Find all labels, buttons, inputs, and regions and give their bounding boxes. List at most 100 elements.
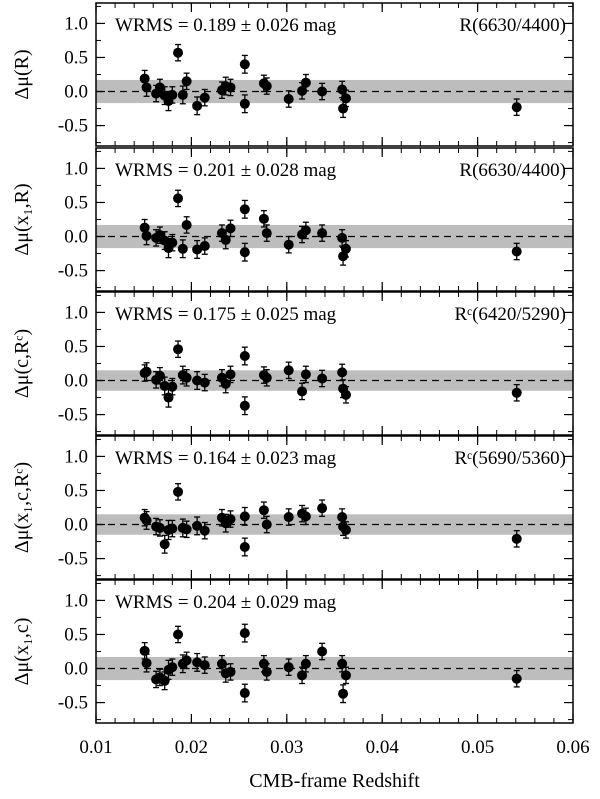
y-tick-label: 0.0 (64, 515, 88, 536)
data-point (300, 658, 311, 669)
data-point (261, 228, 272, 239)
data-point (317, 86, 328, 97)
y-tick-label: 0.0 (64, 227, 88, 248)
y-tick-label: 0.0 (64, 82, 88, 103)
data-point (258, 213, 269, 224)
data-point (337, 512, 348, 523)
data-point (239, 59, 250, 70)
data-point (173, 344, 184, 355)
data-point (167, 662, 178, 673)
y-tick-label: 1.0 (64, 13, 88, 34)
data-point (300, 225, 311, 236)
scatter-band (96, 224, 573, 249)
data-point (258, 505, 269, 516)
data-point (317, 646, 328, 657)
data-point (159, 539, 170, 550)
data-point (192, 375, 203, 386)
data-point (239, 351, 250, 362)
wrms-annotation: WRMS = 0.189 ± 0.026 mag (115, 15, 337, 36)
data-point (225, 82, 236, 93)
x-tick-label: 0.05 (461, 737, 494, 758)
data-point (141, 658, 152, 669)
model-tag: R(6630/4400) (459, 15, 566, 36)
data-point (173, 629, 184, 640)
y-tick-label: -0.5 (58, 693, 88, 714)
data-point (192, 100, 203, 111)
data-point (239, 400, 250, 411)
data-point (511, 246, 522, 257)
data-point (337, 367, 348, 378)
panel-4: -0.5 0.0 0.5 1.0 WRMS = 0.164 ± 0.023 mag Rᶜ(… (11, 435, 574, 580)
data-point (192, 657, 203, 668)
x-tick-label: 0.02 (175, 737, 208, 758)
y-tick-label: -0.5 (58, 116, 88, 137)
data-point (141, 230, 152, 241)
scatter-band (96, 79, 573, 104)
panel-frame (95, 147, 574, 292)
data-point (141, 366, 152, 377)
data-point (181, 372, 192, 383)
data-point (338, 688, 349, 699)
y-axis-label: Δμ(x₁,c) (11, 618, 33, 686)
data-point (199, 377, 210, 388)
data-point (239, 628, 250, 639)
data-point (340, 670, 351, 681)
y-tick-label: -0.5 (58, 549, 88, 570)
data-point (297, 670, 308, 681)
data-point (511, 387, 522, 398)
data-point (340, 93, 351, 104)
data-point (317, 373, 328, 384)
data-point (261, 519, 272, 530)
data-point (154, 522, 165, 533)
scatter-band (96, 656, 573, 681)
data-point (239, 98, 250, 109)
data-point (154, 82, 165, 93)
y-tick-label: 1.0 (64, 302, 88, 323)
panel-2: -0.5 0.0 0.5 1.0 WRMS = 0.201 ± 0.028 mag R(6… (11, 147, 574, 292)
x-tick-label: 0.06 (556, 737, 589, 758)
data-point (173, 47, 184, 58)
data-point (139, 645, 150, 656)
data-point (181, 655, 192, 666)
data-point (300, 369, 311, 380)
panel-frame (95, 2, 574, 147)
data-point (177, 89, 188, 100)
data-point (340, 243, 351, 254)
data-point (181, 219, 192, 230)
y-tick-label: 0.5 (64, 47, 88, 68)
data-point (317, 228, 328, 239)
data-point (239, 688, 250, 699)
data-point (199, 660, 210, 671)
data-point (167, 89, 178, 100)
data-point (317, 503, 328, 514)
y-tick-label: 1.0 (64, 446, 88, 467)
data-point (159, 675, 170, 686)
data-point (167, 523, 178, 534)
data-point (283, 662, 294, 673)
data-point (239, 541, 250, 552)
data-point (300, 511, 311, 522)
data-point (154, 370, 165, 381)
panel-frame (95, 291, 574, 436)
data-point (261, 666, 272, 677)
panel-5: -0.5 0.0 0.5 1.0 WRMS = 0.204 ± 0.029 mag Δμ(… (11, 579, 574, 724)
data-point (192, 244, 203, 255)
data-point (300, 77, 311, 88)
data-point (167, 381, 178, 392)
data-point (181, 76, 192, 87)
data-point (220, 378, 231, 389)
scatter-band (96, 370, 573, 391)
wrms-annotation: WRMS = 0.164 ± 0.023 mag (115, 448, 337, 469)
data-point (225, 666, 236, 677)
data-point (297, 85, 308, 96)
data-point (199, 92, 210, 103)
y-tick-label: 0.0 (64, 659, 88, 680)
data-point (337, 84, 348, 95)
data-point (216, 658, 227, 669)
data-point (511, 673, 522, 684)
data-point (225, 369, 236, 380)
data-point (283, 512, 294, 523)
y-tick-label: -0.5 (58, 261, 88, 282)
data-point (173, 486, 184, 497)
